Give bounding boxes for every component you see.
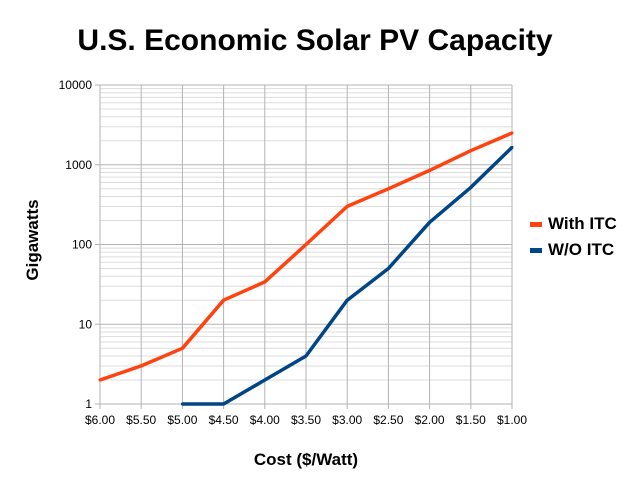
x-tick-label: $2.00 bbox=[415, 413, 445, 427]
x-tick-label: $5.00 bbox=[167, 413, 197, 427]
x-tick-label: $2.50 bbox=[373, 413, 403, 427]
data-point bbox=[428, 168, 432, 172]
y-tick-label: 1000 bbox=[65, 158, 92, 172]
data-point bbox=[222, 402, 226, 406]
x-tick-label: $6.00 bbox=[85, 413, 115, 427]
data-point bbox=[304, 354, 308, 358]
chart-title: U.S. Economic Solar PV Capacity bbox=[77, 24, 553, 57]
y-tick-label: 10 bbox=[79, 317, 93, 331]
data-point bbox=[469, 149, 473, 153]
x-tick-label: $4.00 bbox=[250, 413, 280, 427]
data-point bbox=[469, 185, 473, 189]
legend-label: W/O ITC bbox=[548, 240, 615, 259]
data-point bbox=[345, 204, 349, 208]
data-point bbox=[510, 145, 514, 149]
y-tick-label: 1 bbox=[85, 397, 92, 411]
x-tick-label: $1.50 bbox=[456, 413, 486, 427]
data-point bbox=[428, 220, 432, 224]
data-point bbox=[510, 131, 514, 135]
x-tick-label: $3.50 bbox=[291, 413, 321, 427]
data-point bbox=[222, 298, 226, 302]
legend-swatch bbox=[530, 247, 542, 253]
legend-swatch bbox=[530, 221, 542, 227]
legend-item-wo-itc: W/O ITC bbox=[530, 240, 614, 260]
data-point bbox=[386, 187, 390, 191]
x-axis-label: Cost ($/Watt) bbox=[253, 450, 359, 469]
data-point bbox=[263, 378, 267, 382]
data-point bbox=[180, 346, 184, 350]
data-point bbox=[139, 364, 143, 368]
y-tick-label: 100 bbox=[72, 238, 92, 252]
data-point bbox=[345, 298, 349, 302]
legend-label: With ITC bbox=[548, 214, 617, 233]
x-tick-label: $1.00 bbox=[497, 413, 527, 427]
x-tick-label: $3.00 bbox=[332, 413, 362, 427]
data-point bbox=[98, 378, 102, 382]
data-point bbox=[263, 280, 267, 284]
x-tick-label: $4.50 bbox=[209, 413, 239, 427]
data-point bbox=[180, 402, 184, 406]
legend-item-with-itc: With ITC bbox=[530, 214, 617, 234]
y-tick-label: 10000 bbox=[59, 78, 93, 92]
x-tick-label: $5.50 bbox=[126, 413, 156, 427]
data-point bbox=[386, 267, 390, 271]
data-point bbox=[304, 243, 308, 246]
